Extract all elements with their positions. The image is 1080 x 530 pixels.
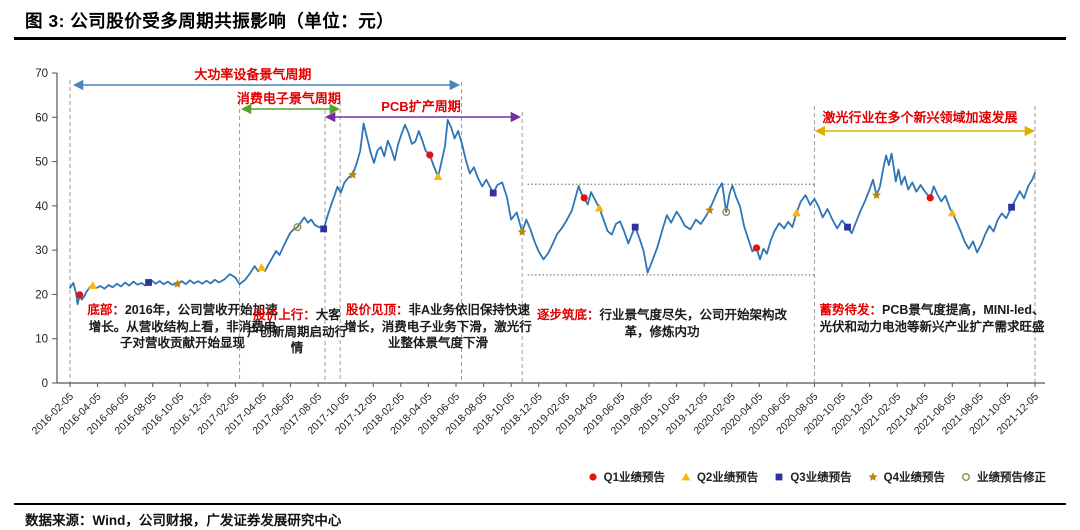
legend-item: Q2业绩预告 [680,469,758,485]
phase-annotation: 蓄势待发：PCB景气度提高，MINI-led、光伏和动力电池等新兴产业扩产需求旺… [818,302,1046,335]
figure-title: 图 3: 公司股价受多周期共振影响（单位：元） [25,11,395,31]
star-marker-icon [871,190,881,200]
square-marker-icon [844,223,851,231]
legend-marker-icon [962,473,970,481]
phase-annotation-keyword: 底部： [87,303,125,317]
y-tick-label: 20 [35,289,48,301]
legend-label: Q4业绩预告 [883,472,945,484]
price-line [69,119,1036,306]
phase-annotation: 底部：2016年，公司营收开始加速增长。从营收结构上看，非消费电子对营收贡献开始… [85,302,280,352]
legend-marker-icon [775,473,783,481]
star-marker-icon [348,170,358,179]
phase-annotation: 逐步筑底：行业景气度尽失，公司开始架构改革，修炼内功 [533,307,791,340]
square-marker-icon [489,189,497,197]
legend-item: Q4业绩预告 [867,469,945,485]
legend-label: Q2业绩预告 [696,472,759,484]
footer-divider [14,503,1066,505]
legend-item: Q3业绩预告 [773,469,852,485]
star-marker-icon [705,205,715,215]
phase-annotation-keyword: 蓄势待发： [819,303,882,317]
y-tick-label: 40 [35,201,48,213]
square-marker-icon [631,223,639,231]
phase-annotation-keyword: 逐步筑底： [536,308,600,322]
triangle-marker-icon [257,263,267,271]
y-tick-label: 0 [42,378,48,390]
circle-marker-icon [426,151,434,159]
phase-annotation-text: 非A业务依旧保持快速增长，消费电子业务下滑，激光行业整体景气度下滑 [344,303,532,350]
star-marker-icon [173,279,183,288]
phase-annotation-keyword: 股价上行： [253,308,316,322]
cycle-arrow-label: 大功率设备景气周期 [194,67,311,82]
open-circle-marker-icon [722,208,731,217]
y-tick-label: 60 [35,112,48,124]
data-source: 数据来源：Wind，公司财报，广发证券发展研究中心 [25,513,342,528]
triangle-marker-icon [88,281,98,289]
phase-annotation: 股价见顶：非A业务依旧保持快速增长，消费电子业务下滑，激光行业整体景气度下滑 [340,302,536,352]
y-tick-label: 30 [35,245,48,257]
legend-item: Q1业绩预告 [587,469,665,485]
legend-marker-icon [681,472,691,481]
square-marker-icon [1008,203,1015,211]
legend-label: Q1业绩预告 [603,472,665,484]
cycle-arrow-label: 消费电子景气周期 [237,91,341,106]
phase-annotation-text: 2016年，公司营收开始加速增长。从营收结构上看，非消费电子对营收贡献开始显现 [88,303,278,350]
legend-item: 业绩预告修正 [960,469,1046,485]
circle-marker-icon [752,244,761,252]
square-marker-icon [145,279,152,286]
legend-marker-icon [589,473,597,481]
triangle-marker-icon [792,208,801,217]
triangle-marker-icon [594,203,604,212]
circle-marker-icon [580,194,588,202]
legend-label: 业绩预告修正 [977,472,1046,484]
legend-label: Q3业绩预告 [790,472,852,484]
cycle-arrow-label: 激光行业在多个新兴领域加速发展 [823,110,1019,125]
phase-annotation: 股价上行：大客户创新周期启动行情 [247,307,347,357]
phase-annotation-text: 大客户创新周期启动行情 [247,308,348,355]
phase-annotation-keyword: 股价见顶： [345,303,409,317]
y-tick-label: 50 [35,157,48,169]
circle-marker-icon [926,194,934,202]
phase-annotation-text: PCB景气度提高，MINI-led、光伏和动力电池等新兴产业扩产需求旺盛 [819,303,1045,334]
open-circle-marker-icon [293,223,302,232]
triangle-marker-icon [433,172,443,181]
title-divider [14,37,1066,40]
square-marker-icon [320,225,328,233]
cycle-arrow-label: PCB扩产周期 [381,99,460,114]
legend-marker-icon [868,472,878,481]
phase-annotation-text: 行业景气度尽失，公司开始架构改革，修炼内功 [599,308,788,339]
chart-legend: Q1业绩预告 Q2业绩预告 Q3业绩预告 Q4业绩预告 业绩预告修正 [587,469,1046,485]
y-tick-label: 10 [35,334,48,346]
star-marker-icon [517,227,527,236]
y-tick-label: 70 [35,68,48,80]
triangle-marker-icon [947,208,957,217]
circle-marker-icon [76,291,84,299]
